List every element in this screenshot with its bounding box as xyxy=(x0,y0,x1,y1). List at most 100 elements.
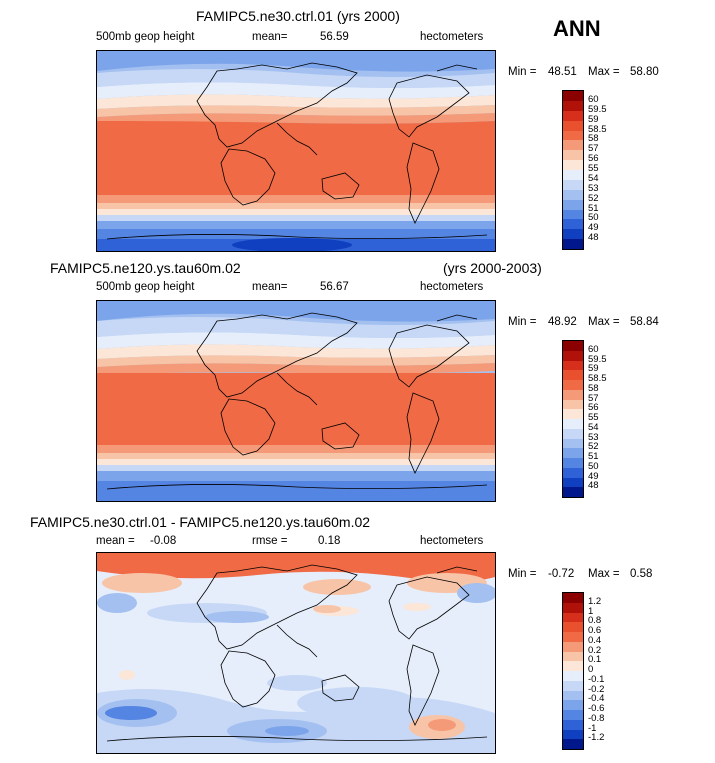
colorbar-label: 54 xyxy=(588,421,599,433)
colorbar-label: -1 xyxy=(588,722,597,734)
colorbar-swatch xyxy=(563,91,583,101)
colorbar-swatch xyxy=(563,130,583,141)
panel3-map-svg xyxy=(97,553,495,753)
colorbar-label: 49 xyxy=(588,222,599,234)
panel2-units: hectometers xyxy=(420,281,484,293)
colorbar-label: 52 xyxy=(588,192,599,204)
panel2-colorbar xyxy=(562,340,584,498)
colorbar-swatch xyxy=(563,350,583,361)
panel3-mean-label: mean = xyxy=(96,535,135,547)
colorbar-label: -0.2 xyxy=(588,683,605,695)
colorbar-swatch xyxy=(563,389,583,400)
colorbar-label: 55 xyxy=(588,163,599,174)
colorbar-swatch xyxy=(563,622,583,632)
colorbar-label: 57 xyxy=(588,143,599,155)
colorbar-label: 52 xyxy=(588,441,599,453)
colorbar-swatch xyxy=(563,170,583,180)
panel1-max-label: Max = xyxy=(588,66,620,78)
colorbar-label: 1 xyxy=(588,605,594,617)
colorbar-label: 0.8 xyxy=(588,615,602,627)
panel1-map xyxy=(96,50,496,252)
colorbar-label: 60 xyxy=(588,343,599,355)
colorbar-label: 0.1 xyxy=(588,654,602,666)
colorbar-swatch xyxy=(563,602,583,613)
panel2-max-label: Max = xyxy=(588,316,620,328)
colorbar-label: 0 xyxy=(588,664,594,675)
colorbar-label: 1.2 xyxy=(588,595,602,607)
colorbar-swatch xyxy=(563,661,583,671)
colorbar-label: 48 xyxy=(588,480,599,492)
colorbar-swatch xyxy=(563,700,583,710)
colorbar-swatch xyxy=(563,179,583,190)
panel2-mean-value: 56.67 xyxy=(320,281,349,293)
panel2-map-svg xyxy=(97,301,495,501)
colorbar-label: -0.4 xyxy=(588,693,605,705)
colorbar-label: 49 xyxy=(588,470,599,482)
colorbar-label: 53 xyxy=(588,431,599,443)
colorbar-swatch xyxy=(563,487,583,497)
colorbar-swatch xyxy=(563,419,583,429)
colorbar-label: -0.1 xyxy=(588,673,605,685)
colorbar-swatch xyxy=(563,477,583,488)
colorbar-swatch xyxy=(563,593,583,603)
colorbar-label: 50 xyxy=(588,212,599,224)
colorbar-label: 0.2 xyxy=(588,644,602,656)
colorbar-label: 56 xyxy=(588,153,599,165)
panel1-map-svg xyxy=(97,51,495,251)
colorbar-swatch xyxy=(563,239,583,249)
panel2-title: FAMIPC5.ne120.ys.tau60m.02 xyxy=(50,260,241,276)
panel2-mean-label: mean= xyxy=(252,281,288,293)
panel1-colorbar xyxy=(562,90,584,250)
colorbar-swatch xyxy=(563,710,583,720)
panel3-mean-value: -0.08 xyxy=(150,535,177,547)
panel2-map xyxy=(96,300,496,502)
colorbar-label: -1.2 xyxy=(588,732,605,744)
panel1-title: FAMIPC5.ne30.ctrl.01 (yrs 2000) xyxy=(196,8,400,24)
panel3-colorbar xyxy=(562,592,584,750)
colorbar-swatch xyxy=(563,719,583,730)
panel2-max-value: 58.84 xyxy=(630,316,659,328)
season-label: ANN xyxy=(553,16,601,41)
colorbar-label: 0.4 xyxy=(588,634,602,646)
colorbar-label: 51 xyxy=(588,202,599,214)
panel2-min-value: 48.92 xyxy=(548,316,577,328)
colorbar-label: 59.5 xyxy=(588,353,607,365)
panel1-min-value: 48.51 xyxy=(548,66,577,78)
colorbar-swatch xyxy=(563,150,583,161)
panel3-rmse-label: rmse = xyxy=(252,535,288,547)
colorbar-swatch xyxy=(563,209,583,220)
colorbar-swatch xyxy=(563,690,583,701)
colorbar-swatch xyxy=(563,100,583,111)
colorbar-label: 59 xyxy=(588,363,599,375)
panel1-mean-label: mean= xyxy=(252,31,288,43)
colorbar-swatch xyxy=(563,399,583,410)
colorbar-swatch xyxy=(563,140,583,151)
colorbar-swatch xyxy=(563,199,583,210)
colorbar-swatch xyxy=(563,651,583,662)
colorbar-swatch xyxy=(563,380,583,390)
colorbar-label: 58 xyxy=(588,382,599,394)
colorbar-swatch xyxy=(563,189,583,200)
colorbar-swatch xyxy=(563,120,583,131)
colorbar-label: -0.8 xyxy=(588,712,605,724)
colorbar-swatch xyxy=(563,680,583,691)
panel3-units: hectometers xyxy=(420,535,484,547)
colorbar-label: 59.5 xyxy=(588,103,607,115)
colorbar-label: 59 xyxy=(588,113,599,125)
colorbar-swatch xyxy=(563,739,583,749)
colorbar-swatch xyxy=(563,729,583,740)
colorbar-swatch xyxy=(563,219,583,230)
colorbar-label: 51 xyxy=(588,451,599,462)
panel3-rmse-value: 0.18 xyxy=(318,535,341,547)
colorbar-swatch xyxy=(563,458,583,468)
panel2-min-label: Min = xyxy=(508,316,537,328)
panel3-max-value: 0.58 xyxy=(630,568,653,580)
colorbar-label: 60 xyxy=(588,93,599,105)
colorbar-label: 0.6 xyxy=(588,625,602,636)
panel3-max-label: Max = xyxy=(588,568,620,580)
colorbar-swatch xyxy=(563,467,583,478)
colorbar-swatch xyxy=(563,229,583,240)
panel1-max-value: 58.80 xyxy=(630,66,659,78)
panel2-variable: 500mb geop height xyxy=(96,281,195,293)
colorbar-label: 58.5 xyxy=(588,373,607,384)
